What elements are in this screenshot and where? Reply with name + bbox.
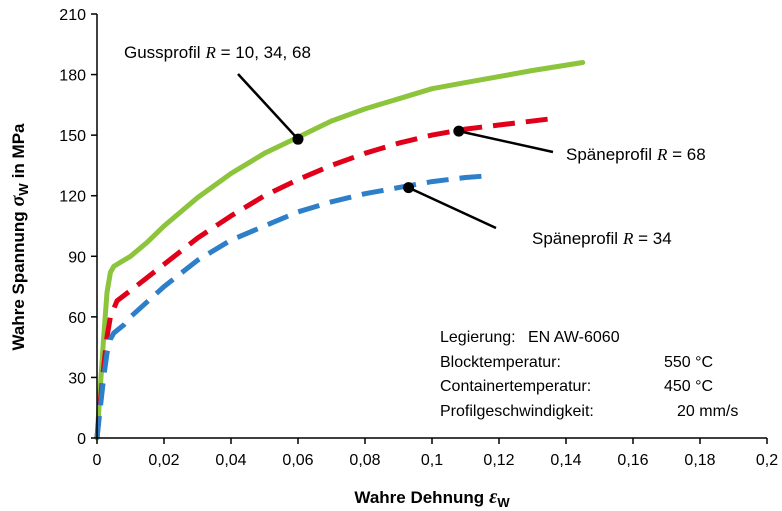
annotation-point bbox=[403, 182, 415, 194]
info-label-billet-temp: Blocktemperatur: bbox=[440, 354, 561, 371]
annotation-chips-34: Späneprofil R = 34 bbox=[532, 229, 672, 248]
y-tick-label: 150 bbox=[59, 128, 86, 145]
x-tick-label: 0,14 bbox=[550, 452, 581, 469]
info-value-alloy: EN AW-6060 bbox=[528, 329, 620, 346]
y-tick-label: 90 bbox=[68, 249, 86, 266]
annotation-leader-line bbox=[408, 186, 497, 230]
annotation-leader-line bbox=[237, 73, 299, 141]
series-line-2 bbox=[94, 173, 493, 439]
x-tick-label: 0,12 bbox=[483, 452, 514, 469]
x-tick-label: 0,04 bbox=[215, 452, 246, 469]
annotation-point bbox=[292, 133, 304, 145]
annotation-leader-line bbox=[458, 129, 554, 154]
x-tick-label: 0,08 bbox=[349, 452, 380, 469]
x-axis-title: Wahre Dehnung εW bbox=[354, 486, 510, 510]
y-tick-label: 120 bbox=[59, 189, 86, 206]
info-label-profile-speed: Profilgeschwindigkeit: bbox=[440, 403, 594, 420]
y-tick-label: 210 bbox=[59, 7, 86, 24]
info-label-alloy: Legierung: bbox=[440, 329, 516, 346]
x-tick-label: 0,2 bbox=[756, 452, 778, 469]
series-layer bbox=[94, 60, 586, 441]
y-tick-label: 180 bbox=[59, 68, 86, 85]
info-label-container-temp: Containertemperatur: bbox=[440, 378, 591, 395]
y-tick-label: 30 bbox=[68, 370, 86, 387]
annotation-point bbox=[453, 125, 465, 137]
x-tick-label: 0,06 bbox=[282, 452, 313, 469]
info-value-profile-speed: 20 mm/s bbox=[677, 403, 738, 420]
x-tick-label: 0,16 bbox=[617, 452, 648, 469]
x-tick-label: 0,02 bbox=[148, 452, 179, 469]
series-line-0 bbox=[94, 60, 586, 441]
y-tick-label: 0 bbox=[77, 431, 86, 448]
series-line-1 bbox=[94, 116, 550, 439]
annotation-chips-68: Späneprofil R = 68 bbox=[566, 145, 706, 164]
annotation-layer bbox=[237, 73, 554, 230]
annotation-cast: Gussprofil R = 10, 34, 68 bbox=[124, 43, 311, 62]
x-tick-label: 0,18 bbox=[684, 452, 715, 469]
x-tick-label: 0,1 bbox=[421, 452, 443, 469]
info-box: Legierung: EN AW-6060 Blocktemperatur: 5… bbox=[440, 329, 738, 420]
info-value-container-temp: 450 °C bbox=[664, 378, 713, 395]
info-value-billet-temp: 550 °C bbox=[664, 354, 713, 371]
y-axis-title: Wahre SpannungσWin MPa bbox=[7, 123, 31, 351]
axes-layer: 0 0,02 0,04 0,06 0,08 0,1 0,12 0,14 0,16 0,18 0,2 0… bbox=[59, 7, 778, 469]
y-tick-label: 60 bbox=[68, 310, 86, 327]
x-tick-label: 0 bbox=[93, 452, 102, 469]
